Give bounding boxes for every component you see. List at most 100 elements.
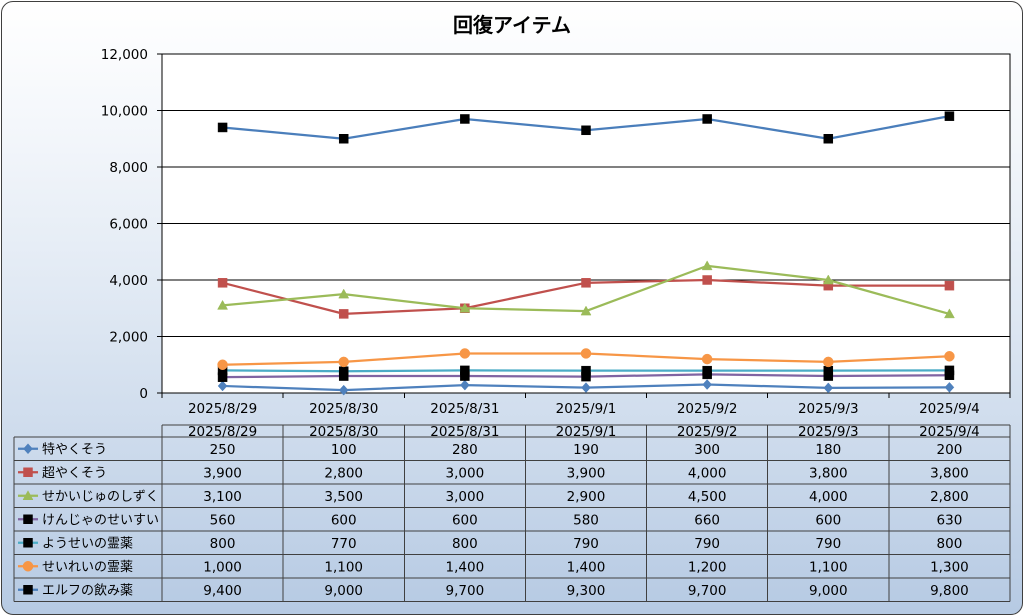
series-5-point-5 <box>702 365 712 376</box>
y-tick-label: 0 <box>139 386 148 402</box>
series-3-point-7 <box>944 308 955 319</box>
legend-key-series-7 <box>18 585 38 595</box>
series-7-point-6 <box>823 134 834 144</box>
series-1 <box>217 379 955 396</box>
table-value-cell: 800 <box>210 536 236 552</box>
series-6-point-6 <box>823 356 834 368</box>
table-value-cell: 3,100 <box>203 489 242 505</box>
series-6-point-3 <box>459 348 471 359</box>
x-tick-label: 2025/9/1 <box>556 401 617 417</box>
legend-key-marker <box>23 443 33 455</box>
series-1-point-6 <box>823 382 834 394</box>
data-table: 2025/8/29 2025/8/30 2025/8/31 2025/9/1 2025/… <box>13 424 1011 602</box>
legend-key-marker <box>23 585 33 595</box>
table-value-cell: 2,800 <box>324 465 363 481</box>
table-header-cell: 2025/9/4 <box>919 424 980 440</box>
y-tick-label: 10,000 <box>101 104 148 120</box>
plot-area-group <box>161 53 1011 394</box>
series-5-point-2 <box>338 366 349 376</box>
series-2-point-4 <box>581 278 591 288</box>
series-5-point-7 <box>944 365 955 376</box>
table-value-cell: 300 <box>694 442 720 458</box>
table-value-cell: 800 <box>937 536 963 552</box>
series-6-point-5 <box>701 353 713 365</box>
series-label: 特やくそう <box>42 442 107 457</box>
axes-group: 0 2,000 4,000 6,000 8,000 10,000 12,000 2025/8/… <box>101 47 1011 417</box>
series-3-point-3 <box>459 302 471 313</box>
y-tick-label: 6,000 <box>109 217 148 233</box>
table-value-cell: 3,900 <box>567 465 606 481</box>
table-value-cell: 1,200 <box>688 559 727 575</box>
series-2-point-5 <box>702 275 712 285</box>
series-label: けんじゃのせいすい <box>42 513 159 528</box>
series-6-point-7 <box>944 351 955 362</box>
table-value-cell: 1,300 <box>930 559 969 575</box>
series-1-point-4 <box>581 382 591 394</box>
series-group <box>217 111 955 396</box>
series-5-point-4 <box>581 365 591 376</box>
table-value-cell: 100 <box>331 442 357 458</box>
legend-key-series-4 <box>18 514 38 524</box>
legend-key-series-3 <box>18 490 38 500</box>
table-value-cell: 3,800 <box>809 465 848 481</box>
series-5-point-3 <box>460 365 470 376</box>
series-label: せかいじゅのしずく <box>42 489 159 504</box>
table-value-cell: 770 <box>331 536 357 552</box>
table-value-cell: 630 <box>937 512 963 528</box>
legend-key-marker <box>22 561 34 572</box>
legend-key-marker <box>22 490 34 500</box>
series-3-point-6 <box>822 274 834 285</box>
table-header-cell: 2025/8/31 <box>430 424 499 440</box>
table-value-cell: 200 <box>937 442 963 458</box>
table-value-cell: 4,000 <box>809 489 848 505</box>
table-value-cell: 600 <box>452 512 478 528</box>
series-2-point-7 <box>944 280 955 291</box>
table-header-cell: 2025/9/1 <box>556 424 617 440</box>
series-5 <box>217 365 955 376</box>
table-value-cell: 3,000 <box>446 489 485 505</box>
legend-key-series-2 <box>18 467 38 477</box>
table-value-cell: 9,000 <box>324 583 363 599</box>
table-value-cell: 1,000 <box>203 559 242 575</box>
y-tick-label: 2,000 <box>109 330 148 346</box>
series-1-point-2 <box>338 384 349 396</box>
legend-key-marker <box>23 467 33 477</box>
series-7-point-4 <box>581 125 591 136</box>
table-value-cell: 1,400 <box>567 559 606 575</box>
series-3-point-5 <box>701 260 713 271</box>
series-7-point-3 <box>460 114 470 124</box>
table-value-cell: 800 <box>452 536 478 552</box>
x-tick-label: 2025/9/3 <box>798 401 859 417</box>
series-label: ようせいの霊薬 <box>42 536 133 551</box>
series-label: 超やくそう <box>42 466 107 481</box>
table-value-cell: 9,000 <box>809 583 848 599</box>
series-3-point-2 <box>338 288 350 299</box>
table-value-cell: 1,100 <box>809 559 848 575</box>
series-7-point-7 <box>944 111 955 121</box>
x-tick-label: 2025/9/4 <box>919 401 980 417</box>
table-value-cell: 600 <box>815 512 841 528</box>
series-6 <box>217 348 955 370</box>
table-value-cell: 3,800 <box>930 465 969 481</box>
series-1-point-1 <box>217 380 228 392</box>
table-value-cell: 3,500 <box>324 489 363 505</box>
series-3-point-1 <box>217 299 228 310</box>
series-1-point-5 <box>702 379 712 390</box>
table-header-cell: 2025/9/3 <box>798 424 859 440</box>
series-label: せいれいの霊薬 <box>42 560 133 575</box>
table-value-cell: 190 <box>573 442 599 458</box>
table-value-cell: 9,300 <box>567 583 606 599</box>
table-value-cell: 3,900 <box>203 465 242 481</box>
series-7-point-2 <box>338 134 349 144</box>
series-1-point-3 <box>460 379 470 391</box>
legend-key-marker <box>23 538 33 548</box>
table-value-cell: 560 <box>210 512 236 528</box>
table-value-cell: 4,000 <box>688 465 727 481</box>
table-value-cell: 180 <box>815 442 841 458</box>
series-3-point-4 <box>580 305 592 316</box>
y-tick-label: 8,000 <box>109 160 148 176</box>
x-tick-label: 2025/9/2 <box>677 401 738 417</box>
legend-key-series-1 <box>18 443 38 455</box>
series-2-point-1 <box>217 278 228 288</box>
table-value-cell: 790 <box>694 536 720 552</box>
